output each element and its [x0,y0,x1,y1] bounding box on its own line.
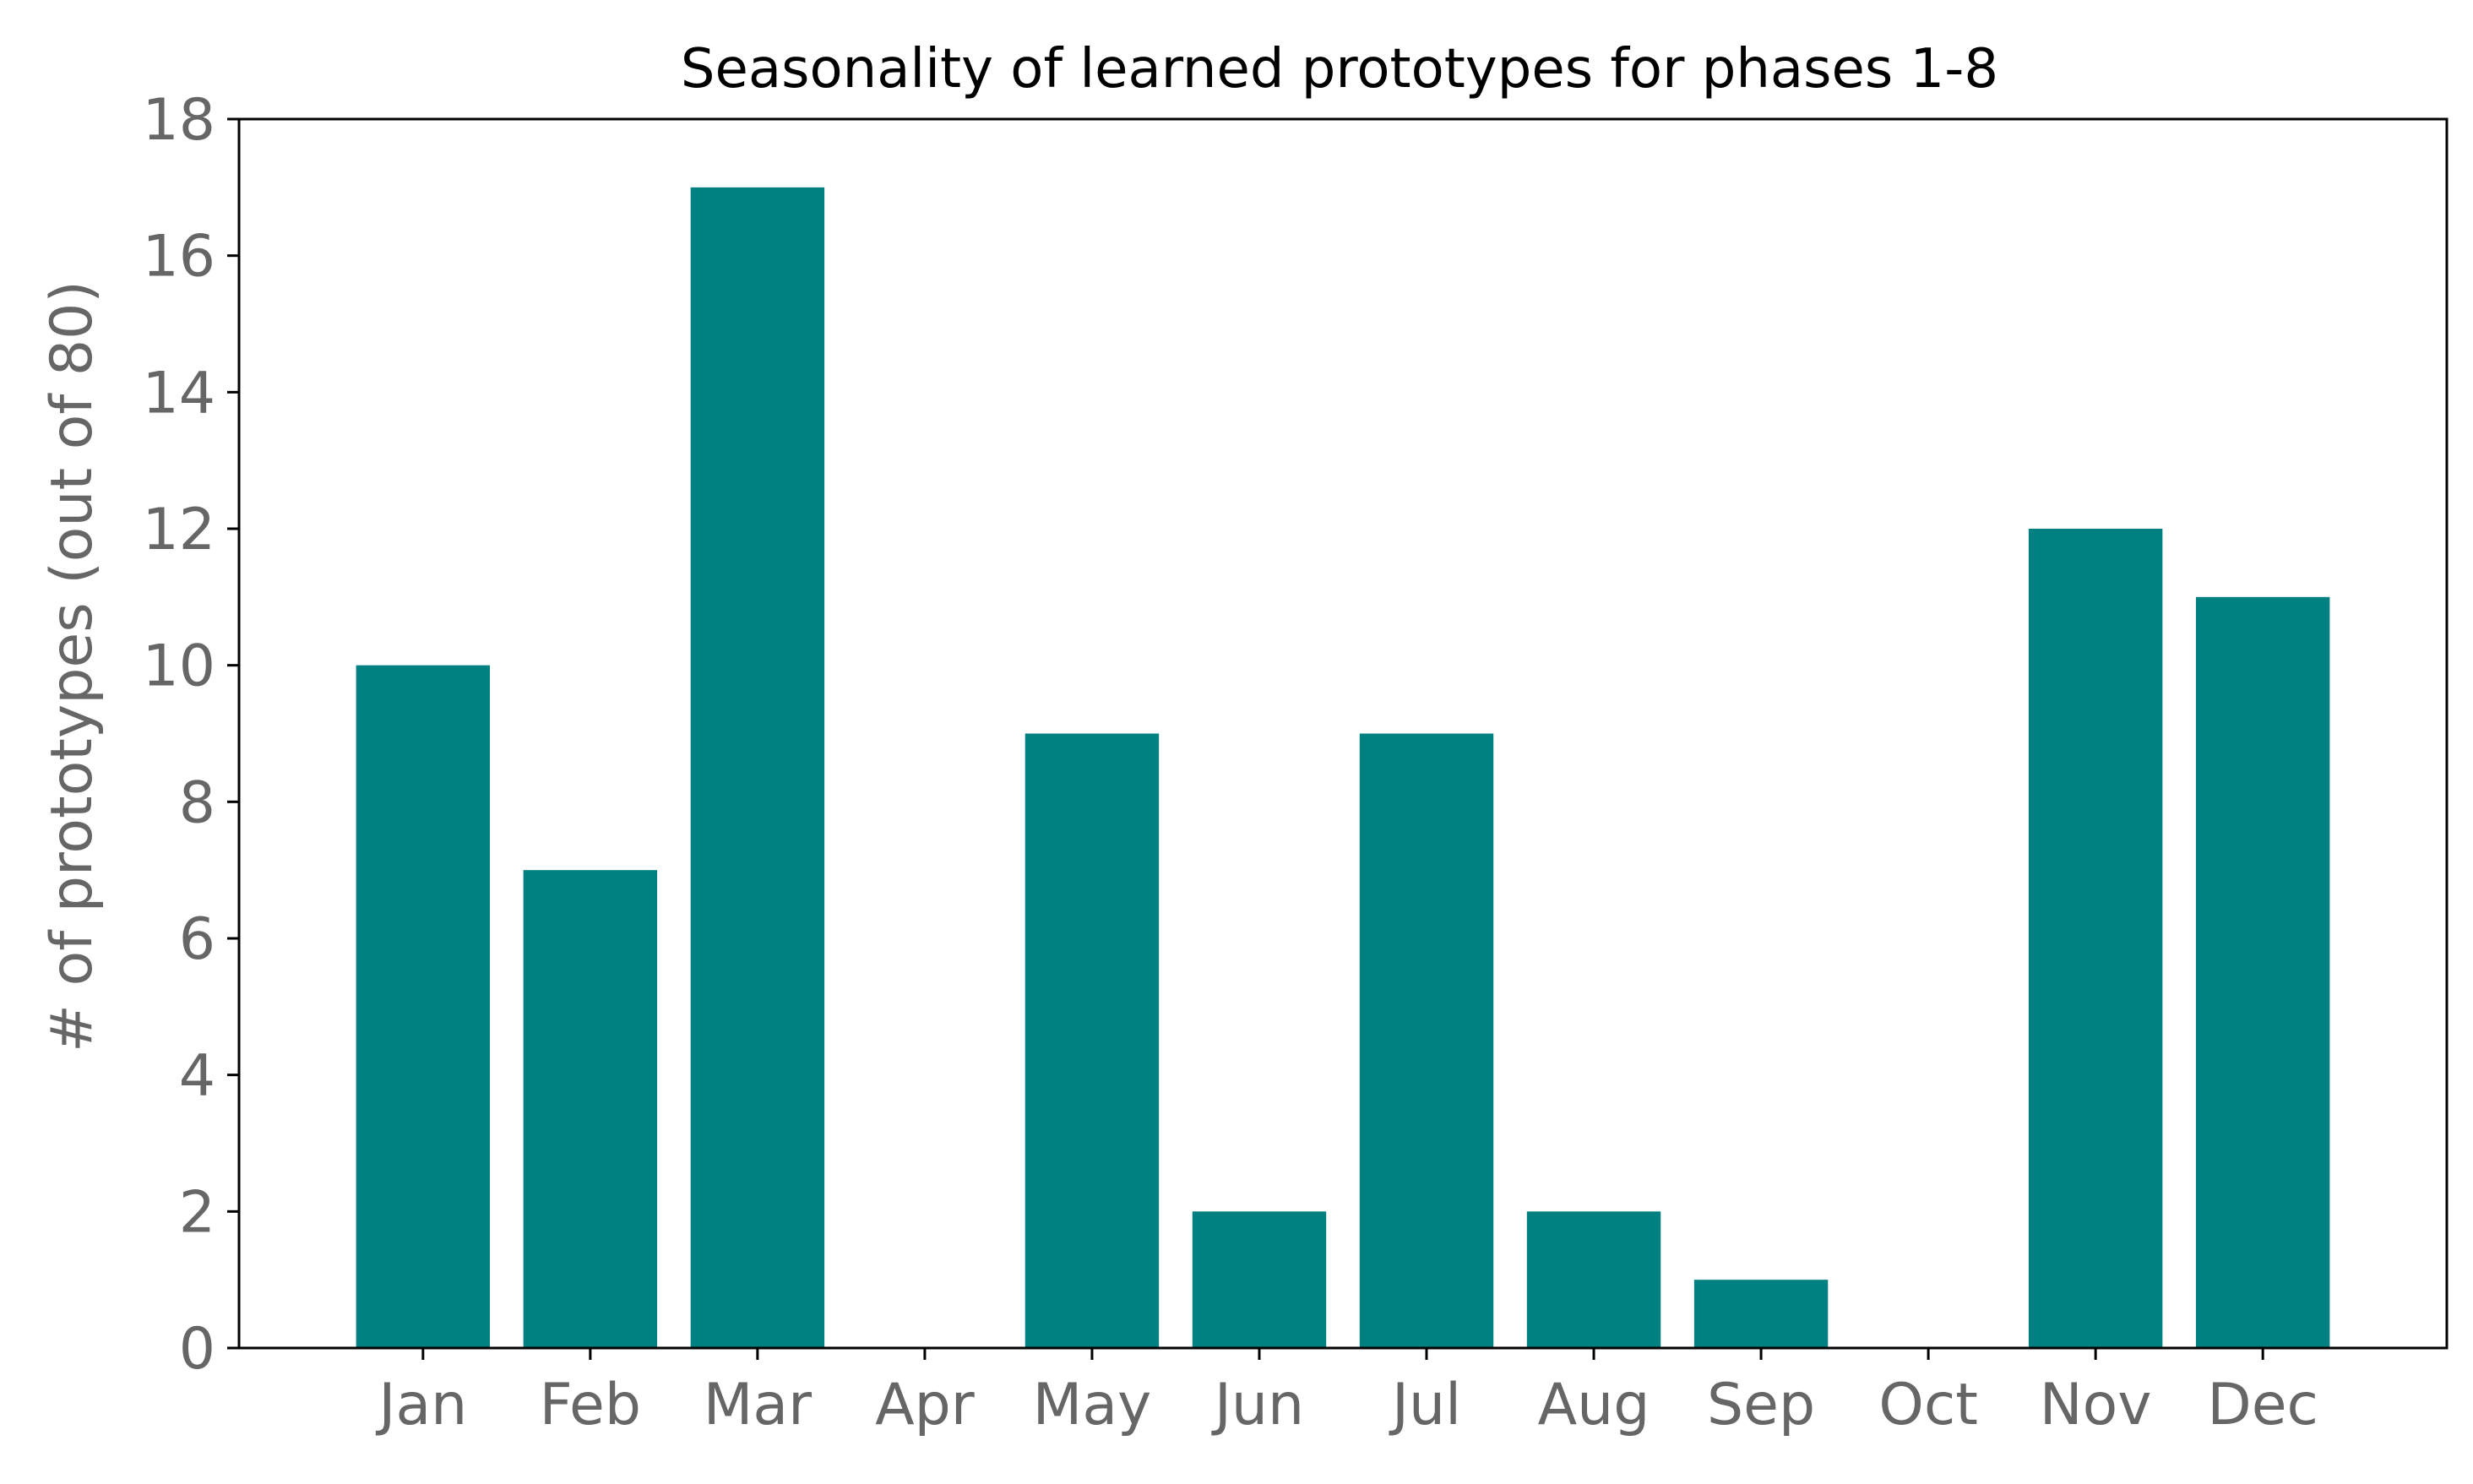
x-tick-label-sep: Sep [1707,1372,1815,1438]
y-tick-label: 2 [179,1179,215,1246]
x-tick-label-aug: Aug [1538,1372,1650,1438]
bar-feb [523,870,658,1348]
y-tick-label: 16 [142,224,215,291]
y-tick-label: 10 [142,633,215,700]
x-tick-label-mar: Mar [704,1372,812,1438]
y-axis-ticks: 0 2 4 6 8 10 12 14 16 18 [142,87,239,1383]
bar-jun [1192,1211,1327,1348]
y-tick-label: 0 [179,1316,215,1383]
y-tick-label: 14 [142,360,215,427]
x-tick-label-may: May [1033,1372,1152,1438]
y-axis-label: # of prototypes (out of 80) [39,280,106,1052]
bar-nov [2028,529,2163,1348]
x-tick-label-jun: Jun [1211,1372,1304,1438]
y-tick-label: 4 [179,1043,215,1110]
y-tick-label: 6 [179,906,215,973]
x-axis-ticks: Jan Feb Mar Apr May Jun Jul Aug Sep Oct Nov Dec [375,1348,2318,1438]
x-tick-label-jan: Jan [375,1372,467,1438]
bar-dec [2195,596,2330,1348]
bar-may [1025,733,1160,1348]
bar-mar [690,187,825,1349]
x-tick-label-jul: Jul [1389,1372,1461,1438]
bar-jan [356,665,491,1348]
x-tick-label-dec: Dec [2207,1372,2318,1438]
x-tick-label-oct: Oct [1878,1372,1978,1438]
bar-sep [1693,1280,1829,1348]
x-tick-label-nov: Nov [2040,1372,2152,1438]
chart-title: Seasonality of learned prototypes for ph… [681,38,1998,101]
x-tick-label-feb: Feb [540,1372,641,1438]
bars-group [356,187,2330,1349]
y-tick-label: 12 [142,497,215,563]
bar-aug [1526,1211,1661,1348]
plot-area-frame [237,117,2449,1350]
y-tick-label: 8 [179,769,215,836]
y-tick-label: 18 [142,87,215,154]
x-tick-label-apr: Apr [875,1372,975,1438]
bar-jul [1359,733,1494,1348]
